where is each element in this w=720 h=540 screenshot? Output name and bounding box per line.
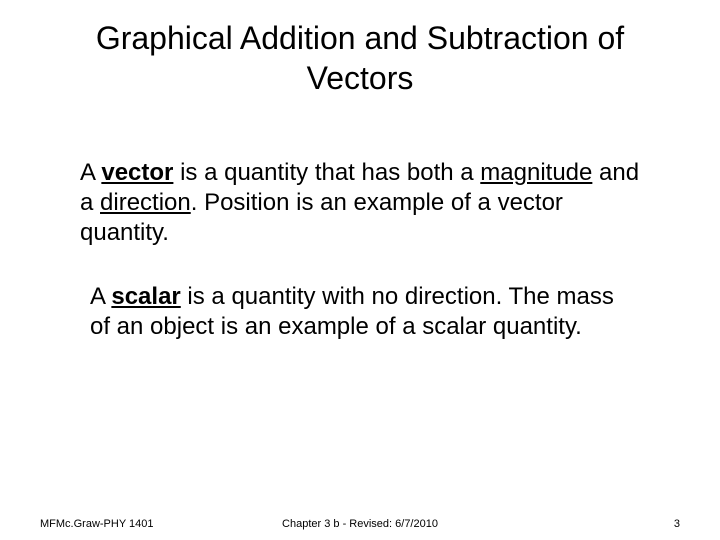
term-direction: direction xyxy=(100,189,191,216)
text-segment: is a quantity that has both a xyxy=(173,159,480,186)
scalar-paragraph: A scalar is a quantity with no direction… xyxy=(90,282,640,342)
footer-page-number: 3 xyxy=(674,518,680,530)
slide: Graphical Addition and Subtraction of Ve… xyxy=(0,0,720,540)
slide-title: Graphical Addition and Subtraction of Ve… xyxy=(40,18,680,98)
vector-paragraph: A vector is a quantity that has both a m… xyxy=(80,158,640,248)
term-vector: vector xyxy=(101,159,173,186)
text-segment: A xyxy=(80,159,101,186)
term-scalar: scalar xyxy=(111,283,180,310)
footer-center: Chapter 3 b - Revised: 6/7/2010 xyxy=(0,518,720,530)
term-magnitude: magnitude xyxy=(480,159,592,186)
text-segment: A xyxy=(90,283,111,310)
